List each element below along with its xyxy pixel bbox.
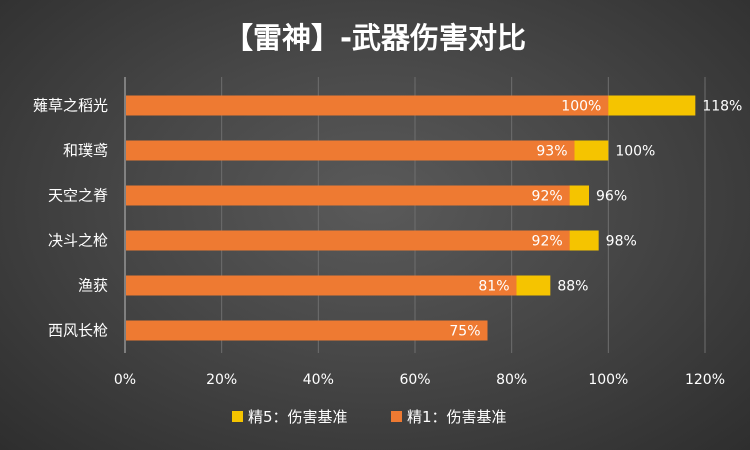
bar-r1 (126, 230, 570, 251)
category-label: 决斗之枪 (48, 232, 108, 250)
data-label-r5: 100% (615, 144, 655, 160)
bar-r1 (126, 275, 517, 296)
category-label: 薙草之稻光 (33, 97, 108, 115)
data-label-r1: 81% (478, 279, 509, 295)
data-label-r5: 96% (596, 189, 627, 205)
x-tick-label: 120% (685, 372, 725, 388)
legend-label-r5: 精5：伤害基准 (248, 408, 348, 426)
legend-label-r1: 精1：伤害基准 (407, 408, 507, 426)
x-tick-label: 100% (588, 372, 628, 388)
category-label: 天空之脊 (48, 187, 108, 205)
legend-swatch-r5 (232, 411, 243, 422)
x-tick-label: 80% (496, 372, 527, 388)
data-label-r1: 100% (561, 99, 601, 115)
chart-title: 【雷神】-武器伤害对比 (224, 21, 526, 55)
x-tick-label: 40% (303, 372, 334, 388)
category-label: 西风长枪 (48, 322, 108, 340)
x-tick-label: 0% (114, 372, 136, 388)
data-label-r1: 93% (536, 144, 567, 160)
bar-r1 (126, 320, 488, 341)
legend-swatch-r1 (391, 411, 402, 422)
x-tick-label: 60% (399, 372, 430, 388)
data-label-r1: 92% (532, 189, 563, 205)
category-label: 和璞鸢 (63, 142, 108, 160)
gridlines (221, 77, 706, 353)
data-labels: 100% 118% 93% 100% 92% 96% 92% 98% 81% 88% 75% (449, 99, 742, 340)
data-label-r5: 98% (606, 234, 637, 250)
value-axis: 0% 20% 40% 60% 80% 100% 120% (114, 77, 725, 388)
data-label-r5: 118% (702, 99, 742, 115)
data-label-r1: 92% (532, 234, 563, 250)
bar-r1 (126, 185, 570, 206)
bar-r1 (126, 95, 609, 116)
data-label-r5: 88% (557, 279, 588, 295)
bar-r1 (126, 140, 575, 161)
category-label: 渔获 (78, 277, 108, 295)
data-label-r1: 75% (449, 324, 480, 340)
bar-series (126, 95, 696, 341)
legend: 精5：伤害基准 精1：伤害基准 (232, 408, 507, 426)
x-tick-label: 20% (206, 372, 237, 388)
